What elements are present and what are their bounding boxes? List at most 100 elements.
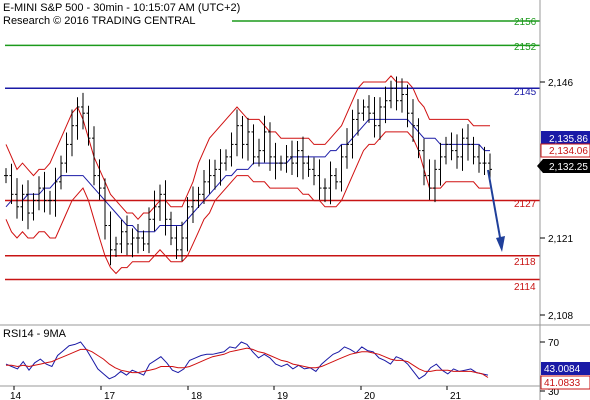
price-bar xyxy=(301,136,305,180)
x-tick: 17 xyxy=(104,391,116,400)
rsi-lines xyxy=(5,341,489,380)
price-bar xyxy=(130,228,135,258)
y-tick: 2,108 xyxy=(548,311,573,322)
price-bar xyxy=(218,149,223,186)
time-axis: 14 17 18 19 20 21 xyxy=(10,386,462,400)
price-bar xyxy=(70,109,74,157)
level-label-2156: 2156 xyxy=(514,17,537,28)
price-bar xyxy=(422,138,426,186)
price-bar xyxy=(383,86,388,124)
price-bar xyxy=(482,146,487,175)
price-bar xyxy=(345,128,349,169)
price-bar xyxy=(251,124,256,165)
level-label-2152: 2152 xyxy=(514,42,537,53)
price-bar xyxy=(427,159,432,200)
price-bar xyxy=(235,109,239,157)
price-bar xyxy=(224,149,228,171)
price-bar xyxy=(240,116,245,159)
price-bar xyxy=(317,159,322,200)
price-bar xyxy=(163,180,168,236)
price-bar xyxy=(59,155,63,190)
price-bar xyxy=(356,99,360,136)
price-bar xyxy=(378,97,382,140)
level-label-2118: 2118 xyxy=(514,257,536,268)
x-tick: 14 xyxy=(10,391,22,400)
price-bar xyxy=(306,155,311,177)
price-bars xyxy=(4,76,492,266)
price-bar xyxy=(257,138,261,167)
rsi-ma-line xyxy=(6,347,489,378)
price-bar xyxy=(455,134,459,169)
price-bar xyxy=(328,161,333,205)
x-tick: 21 xyxy=(450,391,462,400)
price-tag-ma: 2,135.86 xyxy=(541,131,590,145)
price-bar xyxy=(444,136,448,165)
price-bar xyxy=(81,92,85,130)
price-bar xyxy=(477,145,481,173)
price-bar xyxy=(180,221,184,262)
price-bar xyxy=(26,180,30,230)
price-axis: 2,146 2,121 2,108 xyxy=(540,78,573,322)
price-bar xyxy=(284,145,289,173)
level-labels: 2156 2152 2145 2127 2118 2114 xyxy=(514,17,537,293)
price-bar xyxy=(416,118,421,159)
price-bar xyxy=(449,132,454,161)
price-bar xyxy=(191,186,195,224)
price-bar xyxy=(466,124,470,161)
price-bar xyxy=(367,95,371,123)
price-bar xyxy=(389,80,393,109)
moving-average xyxy=(5,118,490,233)
price-bar xyxy=(48,190,52,215)
price-bar xyxy=(75,97,80,140)
price-bar xyxy=(229,132,234,167)
price-tag-label: 2,134.06 xyxy=(549,146,588,157)
price-bar xyxy=(15,178,19,219)
price-bar xyxy=(147,207,151,254)
price-bar xyxy=(207,159,212,194)
price-bar xyxy=(4,168,8,184)
level-lines xyxy=(5,20,540,281)
level-label-2127: 2127 xyxy=(514,199,537,210)
price-bar xyxy=(361,99,366,121)
price-bar xyxy=(273,142,278,180)
price-bar xyxy=(97,159,102,200)
price-tag-band: 2,134.06 xyxy=(540,143,590,158)
price-bar xyxy=(295,140,300,178)
chart-copyright: Research © 2016 TRADING CENTRAL xyxy=(3,15,196,27)
price-tag-last: 2,132.25 xyxy=(537,159,590,173)
price-bar xyxy=(213,159,217,190)
price-tag-label: 2,132.25 xyxy=(549,162,588,173)
chart-title: E-MINI S&P 500 - 30min - 10:15:07 AM (UT… xyxy=(3,2,240,14)
header-backdrop xyxy=(0,0,232,28)
price-bar xyxy=(438,142,443,186)
price-bar xyxy=(152,190,157,232)
rsi-title: RSI14 - 9MA xyxy=(3,328,67,340)
level-label-2145: 2145 xyxy=(514,87,537,98)
price-bar xyxy=(411,99,415,142)
price-bar xyxy=(460,128,465,171)
price-bar xyxy=(9,163,14,204)
price-bar xyxy=(141,230,146,252)
price-bar xyxy=(471,136,476,165)
rsi-tag: 43.0084 xyxy=(541,362,590,375)
price-bar xyxy=(92,126,96,186)
moving-average-line xyxy=(5,118,490,233)
price-bar xyxy=(290,140,294,175)
price-bar xyxy=(31,193,36,221)
rsi-ma-tag: 41.0833 xyxy=(540,375,590,390)
price-bar xyxy=(405,84,410,128)
rsi-ma-tag-label: 41.0833 xyxy=(544,378,581,389)
y-tick: 2,146 xyxy=(548,78,573,89)
price-bar xyxy=(400,78,404,113)
price-bar xyxy=(262,115,267,163)
price-bar xyxy=(169,211,173,246)
rsi-y-tick: 70 xyxy=(548,338,560,349)
price-bar xyxy=(279,155,283,171)
price-bar xyxy=(64,132,69,173)
price-bar xyxy=(372,96,377,138)
price-bar xyxy=(136,223,140,254)
price-bar xyxy=(202,169,206,204)
price-bar xyxy=(350,109,355,159)
x-tick: 19 xyxy=(277,391,289,400)
price-bar xyxy=(20,184,25,221)
